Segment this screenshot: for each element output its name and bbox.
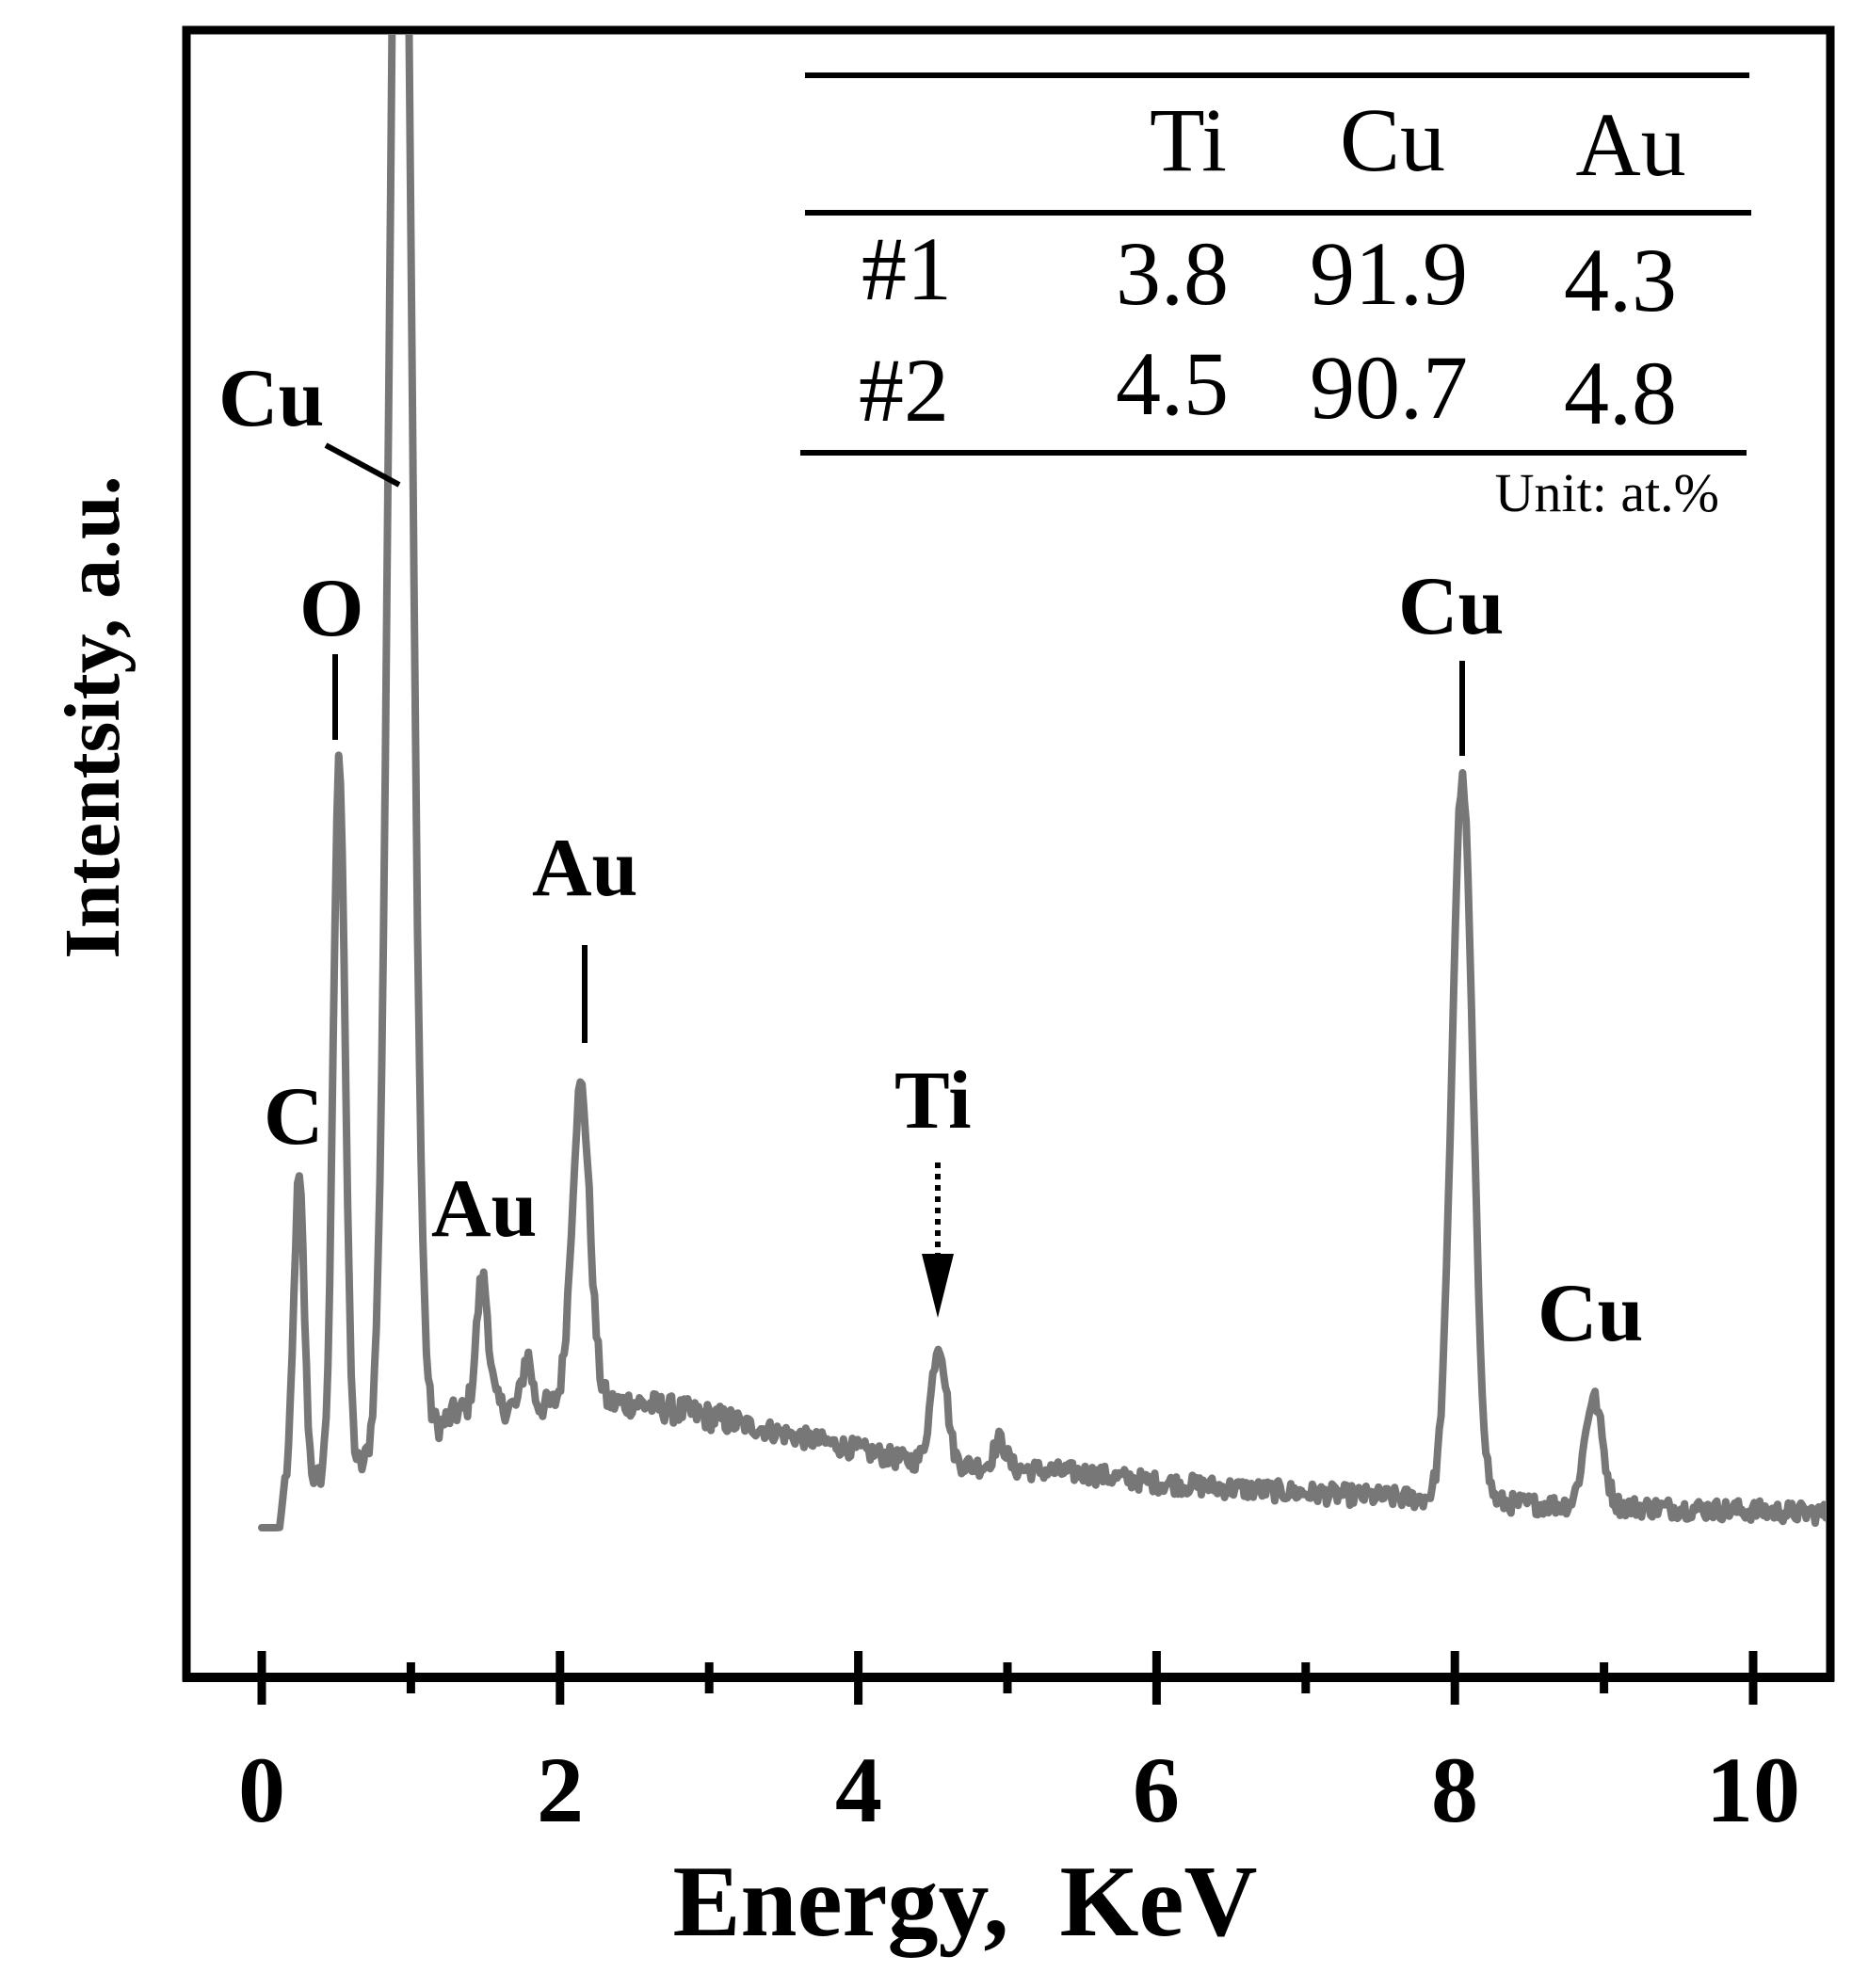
table-cell: 90.7 (1310, 337, 1468, 438)
x-tick-label: 0 (238, 1738, 285, 1842)
spectrum-line (258, 35, 1826, 1531)
composition-table: Ti Cu Au #1 3.8 91.9 4.3 #2 4.5 90.7 4.8… (800, 72, 1751, 523)
peak-label-o: O (299, 563, 363, 654)
x-tick-label: 2 (537, 1738, 584, 1842)
ti-arrowhead-icon (922, 1254, 954, 1318)
x-tick-label: 6 (1133, 1738, 1180, 1842)
x-tick-label: 4 (835, 1738, 882, 1842)
x-axis-ticks (257, 1651, 1758, 1705)
peak-label-cu-l: Cu (218, 353, 325, 444)
table-cell: 4.5 (1116, 333, 1229, 434)
peak-label-ti: Ti (894, 1055, 972, 1146)
table-cell: 4.8 (1564, 343, 1677, 443)
peak-label-c: C (264, 1071, 324, 1162)
x-tick-label: 8 (1431, 1738, 1478, 1842)
table-row-label: #2 (859, 340, 949, 441)
table-cell: 4.3 (1564, 230, 1677, 330)
peak-label-au-m: Au (431, 1163, 538, 1255)
peak-label-cu-kb: Cu (1538, 1268, 1644, 1359)
peak-label-cu-ka: Cu (1398, 561, 1505, 652)
x-axis-title: Energy, KeV (673, 1846, 1258, 1958)
table-header-cu: Cu (1340, 89, 1445, 190)
x-tick-labels: 0 2 4 6 8 10 (238, 1738, 1800, 1842)
table-header-ti: Ti (1150, 89, 1227, 190)
table-cell: 3.8 (1116, 223, 1229, 324)
x-tick-label: 10 (1706, 1738, 1800, 1842)
table-row-label: #1 (862, 218, 952, 319)
y-axis-title: Intentsity, a.u. (49, 475, 137, 958)
table-unit-note: Unit: at.% (1495, 462, 1719, 523)
table-header-au: Au (1575, 94, 1685, 195)
peak-label-au-upper: Au (532, 823, 638, 914)
table-cell: 91.9 (1310, 223, 1468, 324)
leader-cu-l (324, 442, 401, 488)
